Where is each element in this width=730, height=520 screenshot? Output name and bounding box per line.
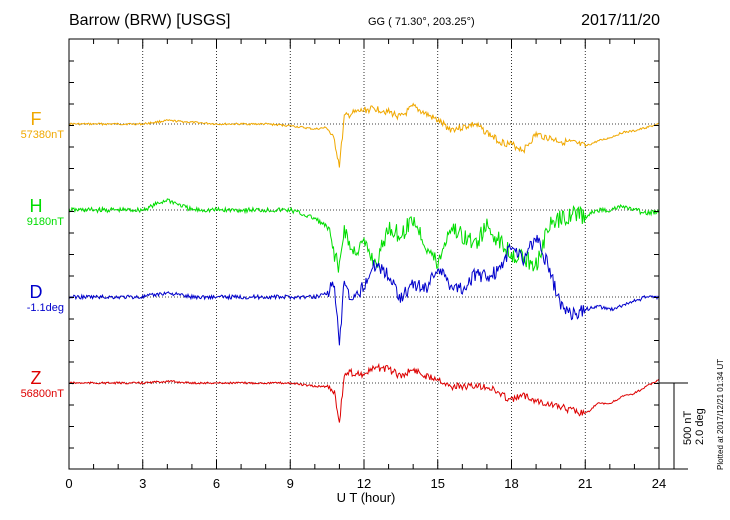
- axis-layer: 0 3 6 9 12 15 18 21 24: [65, 38, 688, 491]
- x-tick-label: 3: [139, 476, 146, 491]
- baseline-layer: [69, 123, 659, 384]
- component-baseline-f: 57380nT: [20, 129, 64, 141]
- station-title: Barrow (BRW) [USGS]: [69, 12, 231, 29]
- x-tick-label: 21: [578, 476, 592, 491]
- component-label-d: D -1.1deg: [0, 282, 64, 315]
- component-name-d: D: [29, 282, 43, 302]
- x-tick-label: 18: [504, 476, 518, 491]
- x-axis-label: U T (hour): [337, 490, 396, 505]
- x-tick-label: 0: [65, 476, 72, 491]
- x-tick-label: 24: [652, 476, 666, 491]
- component-baseline-d: -1.1deg: [26, 302, 64, 314]
- series-line-d: [68, 234, 660, 346]
- station-coordinates: GG ( 71.30°, 203.25°): [368, 16, 475, 28]
- plot-frame: [68, 38, 660, 470]
- x-tick-label: 9: [287, 476, 294, 491]
- component-baseline-h: 9180nT: [26, 216, 64, 228]
- component-label-f: F 57380nT: [0, 109, 64, 142]
- component-name-f: F: [30, 109, 42, 129]
- x-tick-label: 15: [431, 476, 445, 491]
- component-label-h: H 9180nT: [0, 196, 64, 229]
- component-name-z: Z: [30, 368, 42, 388]
- series-line-h: [68, 198, 660, 273]
- x-tick-label: 6: [213, 476, 220, 491]
- component-name-h: H: [29, 196, 43, 216]
- series-line-z: [68, 362, 660, 423]
- component-label-z: Z 56800nT: [0, 368, 64, 401]
- x-tick-label: 12: [357, 476, 371, 491]
- plot-date: 2017/11/20: [581, 12, 660, 29]
- series-layer: [68, 102, 660, 423]
- component-baseline-z: 56800nT: [20, 388, 64, 400]
- series-line-f: [69, 102, 660, 168]
